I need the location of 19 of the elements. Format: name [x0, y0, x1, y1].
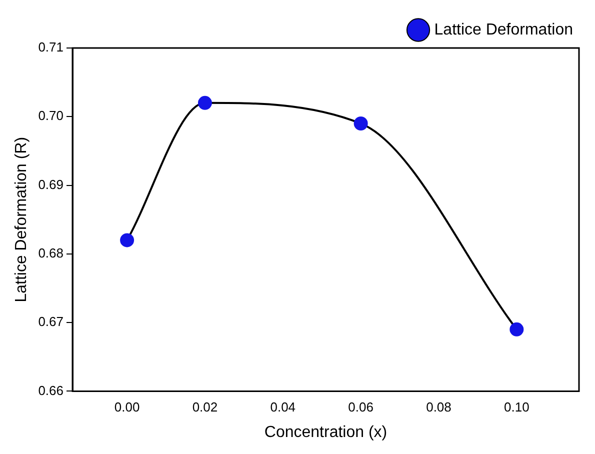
y-tick-label: 0.67	[38, 314, 64, 330]
y-tick-label: 0.70	[38, 108, 64, 124]
x-axis-title: Concentration (x)	[264, 424, 388, 441]
x-tick-label: 0.04	[270, 400, 296, 415]
x-tick-label: 0.02	[192, 400, 218, 415]
y-axis-title: Lattice Deformation (R)	[13, 136, 30, 302]
legend-label: Lattice Deformation	[434, 21, 573, 38]
point	[198, 96, 212, 110]
point	[120, 233, 134, 248]
y-tick-label: 0.71	[38, 40, 64, 55]
point	[510, 322, 524, 336]
x-tick-label: 0.10	[504, 400, 530, 415]
y-tick-label: 0.66	[38, 382, 64, 398]
y-tick-label: 0.68	[38, 246, 64, 260]
y-tick-label: 0.69	[38, 176, 64, 192]
x-tick-label: 0.06	[348, 400, 374, 415]
x-tick-label: 0.08	[426, 400, 452, 415]
point	[354, 116, 368, 131]
x-tick-label: 0.00	[114, 400, 140, 415]
